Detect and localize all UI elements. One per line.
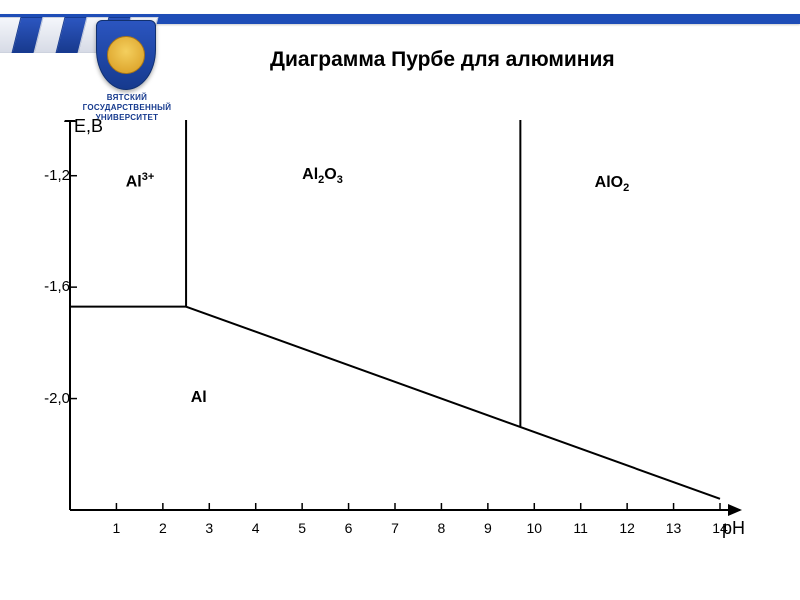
university-crest (96, 20, 156, 90)
region-label-AlO2: AlO2 (595, 174, 630, 194)
x-tick-label: 11 (569, 520, 593, 536)
chart-title: Диаграмма Пурбе для алюминия (270, 48, 615, 72)
x-tick-label: 8 (429, 520, 453, 536)
x-tick-label: 1 (104, 520, 128, 536)
y-axis-label: E,В (74, 116, 103, 137)
x-tick-label: 7 (383, 520, 407, 536)
x-tick-label: 13 (662, 520, 686, 536)
x-tick-label: 3 (197, 520, 221, 536)
y-tick-label: -1,6 (20, 278, 70, 295)
x-tick-label: 4 (244, 520, 268, 536)
region-label-Al3+: Al3+ (126, 171, 155, 191)
x-tick-label: 6 (337, 520, 361, 536)
x-tick-label: 9 (476, 520, 500, 536)
university-line2: ГОСУДАРСТВЕННЫЙ (82, 103, 172, 113)
university-line1: ВЯТСКИЙ (82, 93, 172, 103)
region-label-Al2O3: Al2O3 (302, 166, 343, 186)
crest-emblem (107, 36, 145, 74)
x-tick-label: 2 (151, 520, 175, 536)
pourbaix-chart: E,В pH 1234567891011121314-1,2-1,6-2,0Al… (50, 120, 770, 550)
y-tick-label: -1,2 (20, 167, 70, 184)
x-tick-label: 14 (708, 520, 732, 536)
x-tick-label: 12 (615, 520, 639, 536)
x-tick-label: 10 (522, 520, 546, 536)
region-label-Al: Al (191, 389, 207, 407)
y-tick-label: -2,0 (20, 390, 70, 407)
x-tick-label: 5 (290, 520, 314, 536)
chart-svg (50, 120, 770, 550)
